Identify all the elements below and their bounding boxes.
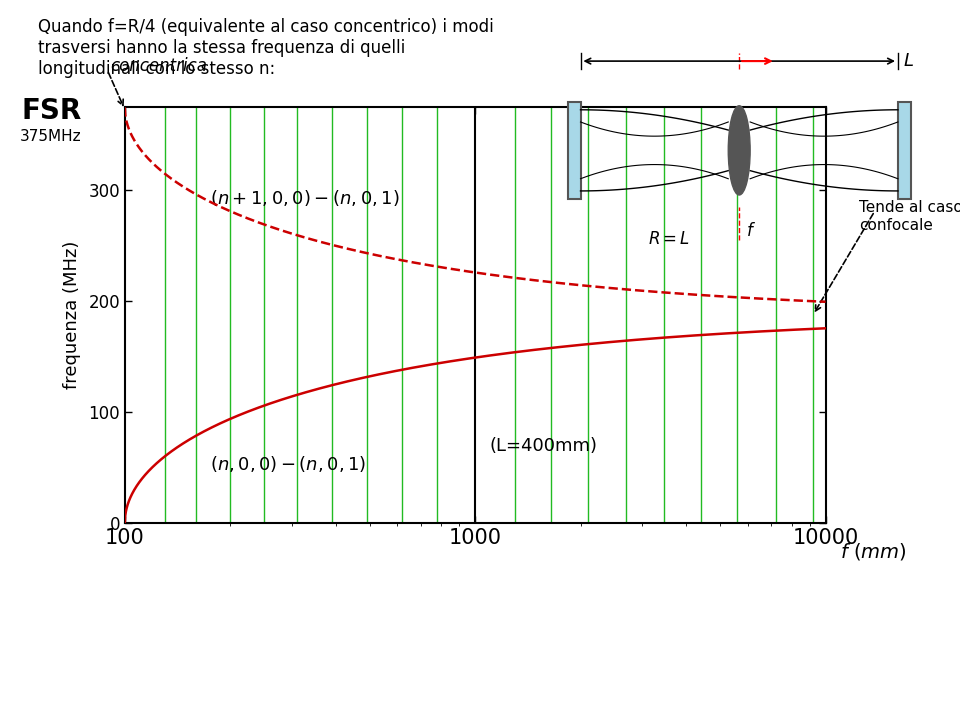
- Text: $(n+1,0,0)-(n,0,1)$: $(n+1,0,0)-(n,0,1)$: [210, 188, 399, 208]
- Ellipse shape: [729, 106, 750, 195]
- Y-axis label: frequenza (MHz): frequenza (MHz): [63, 241, 82, 390]
- Text: L: L: [903, 52, 913, 70]
- Text: $(n,0,0)-(n,0,1)$: $(n,0,0)-(n,0,1)$: [210, 453, 366, 473]
- Bar: [898, 102, 911, 199]
- Text: $R=L$: $R=L$: [648, 230, 690, 248]
- Text: concentrica: concentrica: [110, 57, 207, 75]
- Text: $f\ (mm)$: $f\ (mm)$: [840, 541, 907, 561]
- Text: (L=400mm): (L=400mm): [490, 437, 598, 455]
- Bar: [567, 102, 581, 199]
- Text: Quando f=R/4 (equivalente al caso concentrico) i modi
trasversi hanno la stessa : Quando f=R/4 (equivalente al caso concen…: [38, 18, 494, 77]
- Text: FSR: FSR: [21, 97, 82, 125]
- Text: 375MHz: 375MHz: [20, 129, 82, 143]
- Text: $f$: $f$: [747, 221, 756, 240]
- Text: Tende al caso
confocale: Tende al caso confocale: [859, 200, 960, 233]
